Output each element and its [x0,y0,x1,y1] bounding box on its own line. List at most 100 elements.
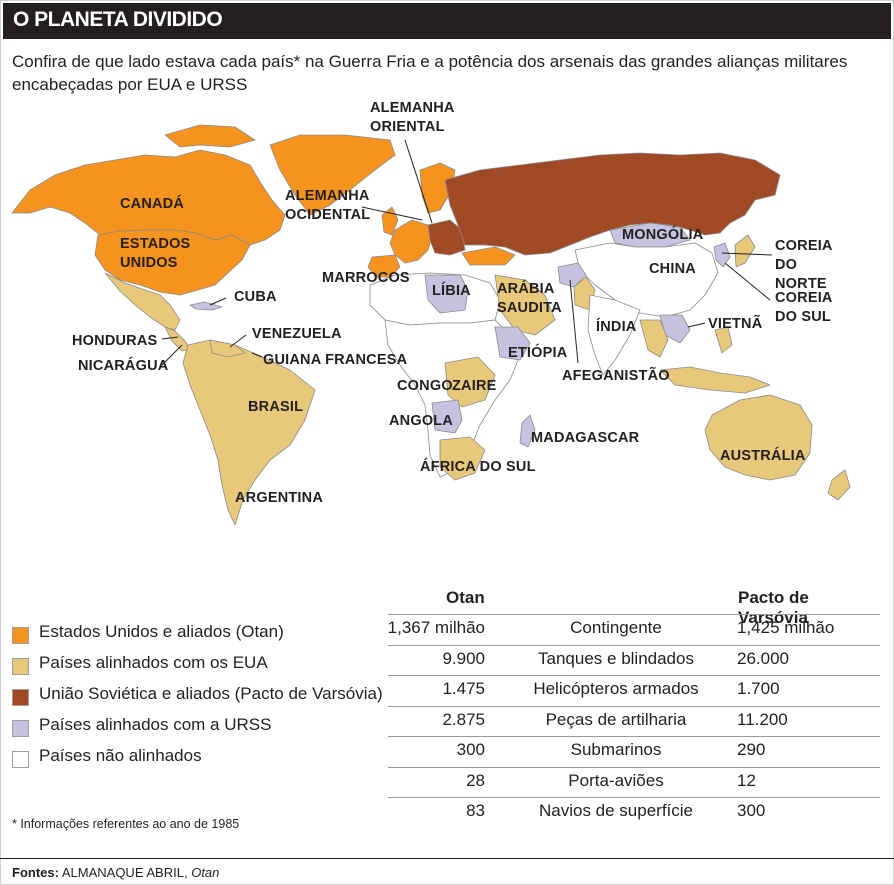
title-bar: O PLANETA DIVIDIDO [3,3,891,39]
mexico-shape [104,272,181,331]
arctic-islands-shape [164,124,256,148]
angola-shape [431,399,463,434]
india-shape [587,294,641,376]
venezuela-shape [209,339,246,358]
footnote: * Informações referentes ao ano de 1985 [12,817,240,831]
sources-prefix: Fontes: [12,865,59,880]
label-china: CHINA [649,261,696,277]
table-header-pacto: Pacto de Varsóvia [738,588,809,627]
table-cell-pacto: 1.700 [737,679,780,698]
libya-shape [424,274,469,314]
leader-guiana [251,352,263,358]
legend-swatch-non-aligned [12,751,29,768]
turkey-shape [461,246,516,266]
subtitle: Confira de que lado estava cada país* na… [12,52,848,94]
label-honduras: HONDURAS [72,333,158,349]
new-zealand-shape [827,469,851,501]
legend-label: Estados Unidos e aliados (Otan) [39,622,284,641]
label-mongolia: MONGÓLIA [622,227,704,243]
philippines-shape [714,326,733,354]
legend-swatch-eua-aligned [12,658,29,675]
south-america-shape [182,339,316,526]
label-congo: CONGO [397,378,453,394]
label-alemanha-oriental: ALEMANHA ORIENTAL [370,100,455,135]
madagascar-shape [519,414,536,448]
label-nicaragua: NICARÁGUA [78,358,169,374]
table-cell-otan: 2.875 [442,709,485,729]
label-india: ÍNDIA [596,319,637,335]
legend-swatch-pacto [12,689,29,706]
scandinavia-shape [419,162,456,214]
table-row-divider [388,644,880,646]
label-coreia-sul: COREIA DO SUL [775,290,833,325]
table-cell-item: Contingente [570,618,662,637]
sources-main: ALMANAQUE ABRIL, [61,865,188,880]
label-eua: ESTADOS UNIDOS [120,236,191,271]
table-cell-item: Helicópteros armados [533,679,699,698]
se-asia-shape [639,319,669,358]
table-cell-pacto: 300 [737,801,766,820]
label-zaire: ZAIRE [452,378,497,394]
table-cell-otan: 28 [466,770,485,790]
table-row-divider [388,614,880,615]
leader-afeganistao [569,279,579,364]
canada-shape [11,149,286,246]
central-america-shape [164,326,191,352]
legend-label: Países não alinhados [39,746,202,765]
ethiopia-shape [494,326,531,361]
table-cell-otan: 300 [456,740,485,759]
table-cell-pacto: 11.200 [737,709,788,729]
table-cell-otan: 9.900 [442,648,485,668]
label-australia: AUSTRÁLIA [720,448,806,464]
legend-swatch-urss-aligned [12,720,29,737]
label-guiana: GUIANA FRANCESA [263,352,408,368]
mongolia-shape [609,222,691,248]
south-africa-shape [439,436,486,481]
label-angola: ANGOLA [389,413,454,429]
label-alemanha-ocidental: ALEMANHA OCIDENTAL [285,188,371,223]
table-cell-item: Navios de superfície [538,801,694,820]
table-cell-otan: 1,367 milhão [387,618,485,637]
table-cell-pacto: 290 [737,740,766,759]
sources-text: Fontes: ALMANAQUE ABRIL, Otan [12,865,219,880]
greenland-shape [269,134,396,216]
table-cell-pacto: 26.000 [737,648,789,668]
eastern-europe-shape [427,219,466,256]
world-map: ALEMANHA ORIENTAL ALEMANHA OCIDENTAL CAN… [0,95,894,575]
table-row-divider [388,797,880,798]
label-arabia: ARÁBIA SAUDITA [497,281,562,316]
korea-shape [713,242,731,268]
legend-label: Países alinhados com os EUA [39,653,268,672]
leader-vietna [687,322,706,328]
table-cell-item: Porta-aviões [568,770,664,790]
sources-italic: Otan [191,865,220,880]
leader-honduras [161,336,179,340]
label-coreia-norte: COREIA DO NORTE [775,238,833,292]
leader-alemanha-oriental [404,139,433,224]
indonesia-shape [659,366,771,394]
leader-nicaragua [161,344,183,366]
legend-label: Países alinhados com a URSS [39,715,272,734]
label-marrocos: MARROCOS [322,270,410,286]
legend-swatch-otan [12,627,29,644]
leader-coreia-sul [724,262,771,301]
page-title: O PLANETA DIVIDIDO [13,8,223,31]
japan-shape [734,234,756,268]
label-venezuela: VENEZUELA [252,326,342,342]
label-africa-sul: ÁFRICA DO SUL [420,459,536,475]
table-cell-item: Tanques e blindados [538,648,694,668]
world-map-svg [11,124,851,526]
table-row-divider [388,675,880,676]
table-cell-item: Peças de artilharia [545,709,687,729]
western-europe-shape [389,219,433,264]
table-cell-pacto: 12 [737,770,756,790]
leader-coreia-norte [721,252,773,256]
usa-shape [94,229,251,296]
leader-cuba [209,297,227,306]
label-vietna: VIETNÃ [708,316,763,332]
legend-label: União Soviética e aliados (Pacto de Vars… [39,684,383,703]
label-canada: CANADÁ [120,196,185,212]
label-etiopia: ETIÓPIA [508,345,568,361]
ussr-shape [444,152,781,256]
label-afeganistao: AFEGANISTÃO [562,368,670,384]
